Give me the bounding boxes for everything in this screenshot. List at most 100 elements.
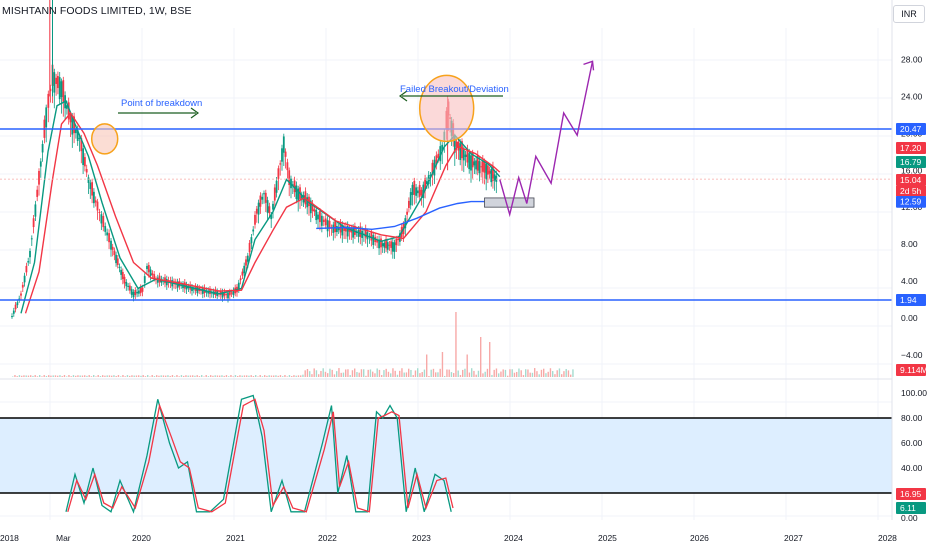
volume-bar — [88, 375, 90, 377]
candle-body — [268, 206, 271, 214]
volume-bar — [142, 375, 144, 377]
candle-body — [493, 174, 496, 181]
price-tag: 15.04 — [896, 174, 926, 186]
candle-body — [246, 255, 249, 262]
volume-bar — [57, 375, 59, 377]
failed-breakout-label: Failed Breakout/Deviation — [400, 84, 509, 95]
currency-button[interactable]: INR — [893, 5, 925, 23]
volume-bar — [567, 370, 570, 377]
candle-body — [381, 243, 384, 247]
candle-body — [343, 226, 345, 231]
volume-bar — [491, 374, 493, 377]
volume-bar — [489, 342, 491, 377]
volume-bar — [59, 375, 61, 377]
volume-bar — [205, 375, 207, 377]
candle-body — [313, 209, 316, 212]
volume-bar — [428, 375, 430, 377]
candle-body — [230, 292, 233, 294]
candle-body — [431, 162, 434, 175]
candle-body — [471, 152, 474, 168]
volume-bar — [43, 375, 45, 377]
volume-bar — [126, 375, 129, 377]
volume-bar — [277, 375, 279, 377]
volume-bar — [507, 375, 509, 377]
candle-body — [332, 224, 335, 233]
volume-bar — [513, 372, 516, 377]
volume-bar — [318, 374, 320, 377]
volume-bar — [561, 374, 563, 377]
volume-bar — [234, 375, 237, 377]
rsi-d-tag: 6.11 — [896, 502, 926, 514]
volume-bar — [399, 370, 401, 377]
volume-bar — [84, 375, 86, 377]
volume-bar — [187, 375, 189, 377]
volume-bar — [324, 371, 327, 377]
candle-body — [94, 200, 97, 203]
moving-average-line — [20, 100, 501, 314]
volume-bar — [230, 375, 232, 377]
candle-body — [488, 170, 491, 174]
volume-bar — [394, 370, 396, 377]
volume-bar — [210, 375, 212, 377]
volume-bar — [264, 375, 266, 377]
volume-bar — [520, 370, 522, 377]
candle-body — [41, 144, 44, 153]
volume-bar — [250, 375, 252, 377]
candle-body — [441, 144, 444, 152]
price-tick-label: 4.00 — [901, 276, 918, 286]
candle-body — [91, 182, 93, 196]
volume-bar — [223, 375, 225, 377]
volume-bar — [390, 373, 392, 377]
volume-bars — [12, 312, 574, 377]
volume-bar — [279, 375, 282, 377]
volume-bar — [79, 375, 81, 377]
volume-bar — [351, 370, 354, 377]
time-tick-label: 2018 — [0, 533, 19, 543]
candle-body — [383, 242, 386, 248]
candle-body — [60, 81, 63, 98]
volume-bar — [315, 370, 318, 377]
volume-bar — [259, 375, 261, 377]
candle-body — [426, 181, 428, 185]
volume-bar — [169, 375, 171, 377]
volume-bar — [295, 375, 297, 377]
candle-body — [483, 161, 486, 173]
candle-body — [23, 275, 26, 283]
volume-bar — [464, 368, 466, 377]
candle-body — [455, 141, 458, 147]
volume-bar — [453, 373, 455, 377]
candle-body — [87, 177, 90, 183]
rsi-d-tag-bg — [896, 502, 926, 514]
volume-bar — [257, 376, 259, 377]
volume-bar — [122, 375, 124, 377]
candle-body — [254, 214, 256, 225]
candle-body — [136, 291, 138, 294]
candle-body — [259, 195, 262, 207]
volume-bar — [288, 375, 291, 377]
candle-body — [397, 238, 399, 241]
candle-body — [25, 265, 28, 273]
candle-body — [413, 180, 416, 195]
candle-body — [248, 242, 251, 253]
volume-tag-text: 9.114M — [900, 365, 928, 375]
candle-body — [221, 291, 224, 298]
volume-bar — [378, 369, 381, 377]
volume-bar — [70, 376, 72, 377]
candle-body — [334, 221, 336, 233]
volume-bar — [466, 354, 468, 377]
candle-body — [134, 289, 137, 296]
volume-bar — [77, 375, 79, 377]
candle-body — [143, 276, 146, 283]
candle-body — [139, 287, 142, 294]
volume-bar — [275, 375, 277, 377]
candle-body — [322, 219, 325, 223]
candle-body — [127, 285, 129, 287]
volume-bar — [66, 376, 68, 377]
volume-bar — [171, 375, 174, 377]
candle-body — [250, 237, 253, 244]
countdown-rect — [896, 186, 926, 196]
volume-bar — [309, 371, 311, 377]
candle-body — [478, 161, 481, 174]
candle-body — [55, 77, 57, 84]
